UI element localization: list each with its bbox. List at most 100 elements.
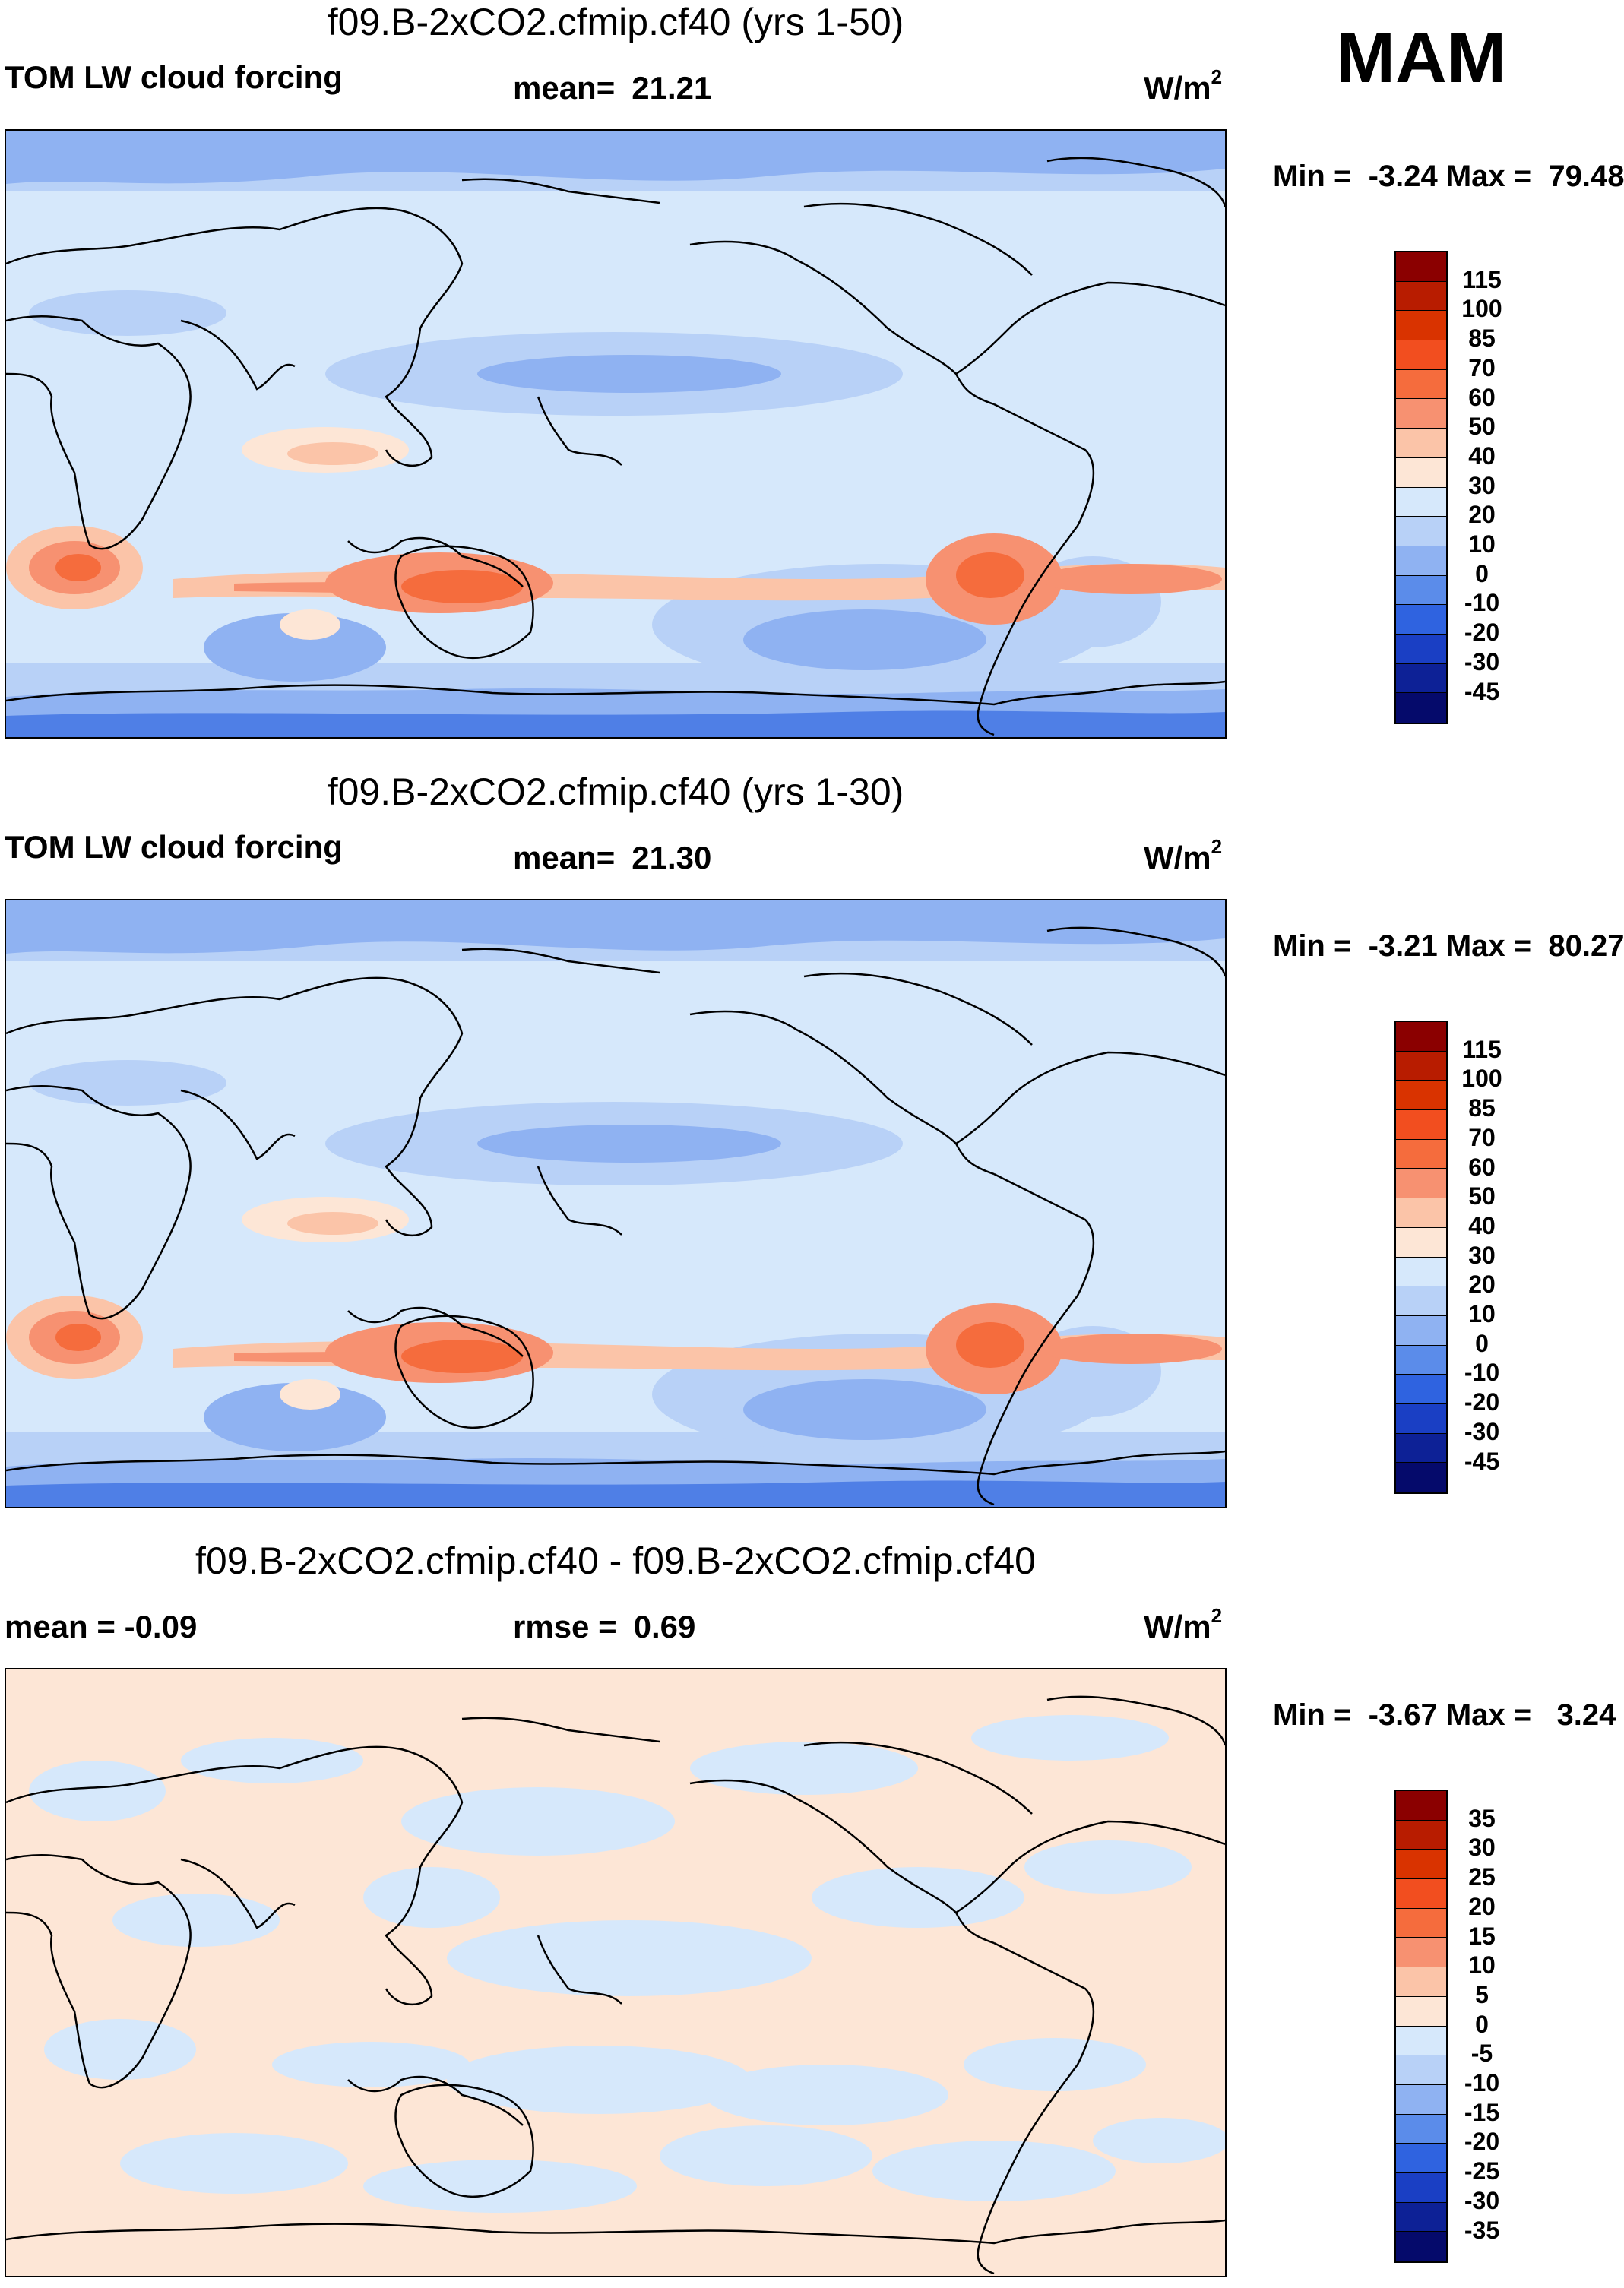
negative-anomaly-region <box>447 1920 812 1996</box>
south-pacific-core <box>743 1379 986 1440</box>
coastline <box>6 1745 464 2006</box>
colorbar-box <box>1396 1110 1446 1140</box>
atlantic-itcz <box>1040 1334 1222 1364</box>
colorbar-box <box>1396 1879 1446 1909</box>
coastline <box>461 178 660 204</box>
south-pacific-core <box>743 609 986 670</box>
colorbar-tick-label: 30 <box>1468 1241 1496 1269</box>
negative-anomaly-region <box>812 1867 1024 1928</box>
north-pacific-core <box>477 1125 781 1163</box>
colorbar-tick-label: 100 <box>1461 295 1502 323</box>
coastline <box>803 1741 1033 1815</box>
amazon-convection-core <box>956 552 1024 598</box>
colorbar-box <box>1396 634 1446 664</box>
colorbar-box <box>1396 429 1446 458</box>
mean-label: mean = -0.09 <box>5 1609 198 1644</box>
colorbar-tick-label: 20 <box>1468 1892 1496 1920</box>
negative-anomaly-region <box>112 1894 280 1947</box>
colorbar-box <box>1396 1433 1446 1464</box>
rmse-label: rmse = 0.69 <box>513 1609 696 1644</box>
panel-yrs-1-50: f09.B-2xCO2.cfmip.cf40 (yrs 1-50) TOM LW… <box>0 0 1624 752</box>
coastline <box>6 315 192 550</box>
colorbar-tick-label: -30 <box>1464 1417 1500 1445</box>
colorbar-tick-label: 25 <box>1468 1863 1496 1891</box>
colorbar-tick-label: 115 <box>1462 265 1502 293</box>
colorbar-box <box>1396 2055 1446 2085</box>
colorbar-box <box>1396 663 1446 694</box>
coastline <box>394 2084 534 2198</box>
colorbar-tick-label: 85 <box>1468 324 1496 353</box>
colorbar-tick-label: 70 <box>1468 1123 1496 1151</box>
colorbar-tick-label: 20 <box>1468 501 1496 529</box>
colorbar-box <box>1396 1198 1446 1228</box>
colorbar-box <box>1396 369 1446 400</box>
colorbar-tick-label: 60 <box>1468 1153 1496 1181</box>
colorbar-tick-label: -5 <box>1470 2040 1493 2068</box>
colorbar-tick-label: 40 <box>1468 1211 1496 1239</box>
colorbar-tick-label: -30 <box>1464 647 1500 676</box>
negative-anomaly-region <box>1024 1840 1192 1894</box>
colorbar-tick-label: -10 <box>1464 1359 1500 1387</box>
coastline <box>6 680 1225 706</box>
colorbar-box <box>1396 281 1446 312</box>
units-label: W/m2 <box>1144 1604 1223 1644</box>
negative-anomaly-region <box>1093 2118 1225 2163</box>
coastline <box>6 2219 1225 2245</box>
coastline <box>689 1010 995 1176</box>
arctic-cold-band <box>6 900 1225 954</box>
field-label: TOM LW cloud forcing <box>5 59 343 95</box>
colorbar-box <box>1396 1227 1446 1258</box>
coastline <box>180 1089 296 1160</box>
colorbar-box <box>1396 1345 1446 1375</box>
field-label: TOM LW cloud forcing <box>5 829 343 865</box>
africa-convection-core <box>55 1324 101 1351</box>
units-label: W/m2 <box>1144 835 1223 875</box>
colorbar-tick-label: 0 <box>1475 2010 1489 2038</box>
colorbar-tick-label: 0 <box>1475 1329 1489 1357</box>
coastline <box>180 1858 296 1929</box>
colorbar-tick-label: 100 <box>1461 1065 1502 1093</box>
coastline <box>955 1820 1225 1914</box>
indian-ocean-subtropics <box>204 613 386 682</box>
coastline <box>977 1172 1095 1506</box>
antarctic-cold-band <box>6 1480 1225 1507</box>
tibet-core <box>287 1212 378 1235</box>
colorbar-tick-label: -10 <box>1464 589 1500 617</box>
colorbar-box <box>1396 1938 1446 1968</box>
coastline <box>347 1306 524 1357</box>
mean-label: mean= 21.21 <box>513 70 712 106</box>
coastline <box>1046 926 1225 977</box>
colorbar-box <box>1396 693 1446 723</box>
colorbar-box <box>1396 311 1446 341</box>
antarctic-cold-band <box>6 710 1225 737</box>
atlantic-itcz <box>1040 564 1222 594</box>
sahara-band <box>29 1060 226 1106</box>
panel-difference: f09.B-2xCO2.cfmip.cf40 - f09.B-2xCO2.cfm… <box>0 1539 1624 2288</box>
negative-anomaly-region <box>363 2160 637 2213</box>
panel-yrs-1-30: f09.B-2xCO2.cfmip.cf40 (yrs 1-30) TOM LW… <box>0 770 1624 1522</box>
colorbar-box <box>1396 1375 1446 1404</box>
colorbar-box <box>1396 457 1446 488</box>
colorbar-tick-label: -10 <box>1464 2069 1500 2097</box>
coastline <box>955 1051 1225 1145</box>
min-max-label: Min = -3.21 Max = 80.27 <box>1273 929 1624 963</box>
indian-ocean-feature <box>280 1379 340 1410</box>
map-plot <box>5 1668 1227 2277</box>
colorbar-tick-label: 35 <box>1468 1804 1496 1832</box>
colorbar-box <box>1396 546 1446 576</box>
colorbar-tick-label: 10 <box>1468 1951 1496 1979</box>
colorbar-tick-label: -20 <box>1464 619 1500 647</box>
colorbar-tick-label: 30 <box>1468 1834 1496 1862</box>
colorbar-box <box>1396 399 1446 429</box>
colorbar-box <box>1396 2202 1446 2233</box>
colorbar-box <box>1396 1257 1446 1287</box>
north-pacific-core <box>477 355 781 393</box>
coastline <box>394 1315 534 1429</box>
mean-label: mean= 21.30 <box>513 840 712 875</box>
colorbar-box <box>1396 1403 1446 1434</box>
colorbar-tick-label: 5 <box>1475 1980 1489 2008</box>
colorbar-box <box>1396 340 1446 370</box>
coastline <box>537 1166 622 1236</box>
map-plot <box>5 129 1227 739</box>
negative-anomaly-region <box>705 2065 948 2125</box>
